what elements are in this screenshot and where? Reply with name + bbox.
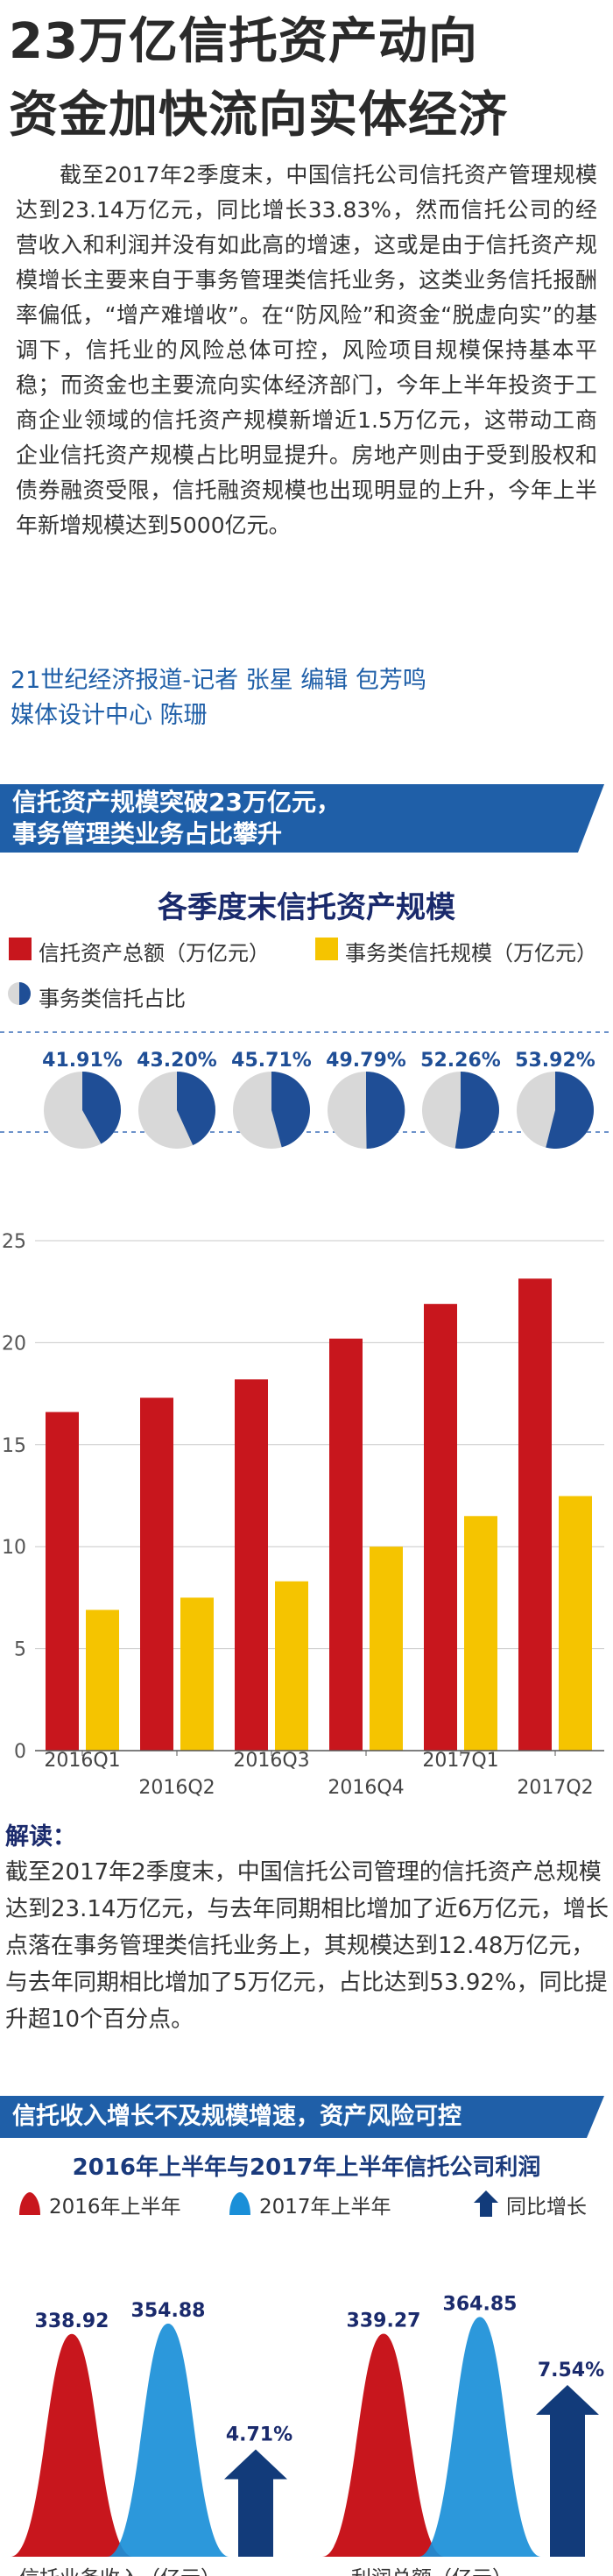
- pie-share-label: 52.26%: [420, 1050, 501, 1072]
- credits-reporters: 21世纪经济报道-记者 张星 编辑 包芳鸣: [11, 667, 426, 694]
- bell-value-label: 338.92: [35, 2311, 109, 2332]
- share-pies: 41.91% 43.20% 45.71% 49.79% 52.26% 53.92%: [42, 1050, 595, 1149]
- legend-label-2016: 2016年上半年: [49, 2196, 181, 2219]
- group-label: 利润总额（亿元）: [351, 2567, 512, 2576]
- pie-share-label: 49.79%: [326, 1050, 406, 1072]
- title-block: 23万亿信托资产动向 资金加快流向实体经济: [0, 0, 613, 153]
- growth-label: 4.71%: [226, 2424, 292, 2446]
- banner2-shape: [0, 2096, 604, 2138]
- section1-banner: 信托资产规模突破23万亿元， 事务管理类业务占比攀升: [0, 784, 604, 853]
- legend-label-growth: 同比增长: [506, 2196, 587, 2219]
- section2-banner: 信托收入增长不及规模增速，资产风险可控: [0, 2096, 604, 2138]
- bar-total-2017Q1: [424, 1304, 457, 1751]
- bar-affairs-2016Q4: [370, 1546, 403, 1751]
- y-tick-label: 15: [2, 1435, 26, 1457]
- main-title-line2: 资金加快流向实体经济: [9, 87, 508, 144]
- legend-swatch-affairs: [315, 938, 338, 960]
- main-title-line1: 23万亿信托资产动向: [9, 13, 478, 70]
- legend-swatch-growth: [474, 2190, 498, 2217]
- y-tick-labels: 0 5 10 15 20 25: [2, 1231, 26, 1763]
- pie-share-label: 41.91%: [42, 1050, 123, 1072]
- bar-total-2016Q1: [46, 1412, 79, 1751]
- chart1-title: 各季度末信托资产规模: [158, 890, 455, 925]
- bell-2016: [322, 2333, 445, 2557]
- bell-2017: [419, 2317, 541, 2557]
- legend-growth: 同比增长: [474, 2190, 587, 2219]
- legend-label-share: 事务类信托占比: [39, 987, 186, 1011]
- pie-share-label: 43.20%: [137, 1050, 217, 1072]
- growth-arrow: [224, 2449, 287, 2557]
- y-tick-label: 0: [14, 1741, 26, 1763]
- section1-banner-line1: 信托资产规模突破23万亿元，: [12, 788, 341, 817]
- legend-swatch-total: [9, 938, 32, 960]
- bell-value-label: 354.88: [131, 2300, 206, 2322]
- readout-body: 截至2017年2季度末，中国信托公司管理的信托资产总规模达到23.14万亿元，与…: [5, 1859, 609, 2033]
- bell-2017: [107, 2323, 229, 2557]
- chart2-svg: 2016年上半年 2017年上半年 同比增长 338.92 354.88 4.71%…: [11, 2190, 604, 2576]
- pie-share-2016Q1: [82, 1072, 122, 1144]
- bars: [46, 1278, 592, 1751]
- bar-total-2016Q2: [140, 1398, 173, 1751]
- bar-affairs-2016Q2: [180, 1597, 214, 1751]
- chart1-svg: 41.91% 43.20% 45.71% 49.79% 52.26% 53.92% 0 5 1…: [0, 1031, 613, 1799]
- credits: 21世纪经济报道-记者 张星 编辑 包芳鸣 媒体设计中心 陈珊: [11, 663, 606, 733]
- profit-groups: 338.92 354.88 4.71% 信托业务收入（亿元） 339.27 364.85 7…: [11, 2293, 604, 2576]
- section1-banner-line2: 事务管理类业务占比攀升: [12, 819, 283, 848]
- bell-value-label: 364.85: [443, 2293, 518, 2315]
- growth-label: 7.54%: [538, 2360, 604, 2381]
- legend-label-affairs: 事务类信托规模（万亿元）: [345, 941, 597, 966]
- legend-2016: 2016年上半年: [19, 2192, 181, 2219]
- x-tick-label: 2016Q4: [328, 1777, 404, 1799]
- pie-share-2016Q2: [177, 1072, 215, 1146]
- legend-swatch-2017: [229, 2192, 250, 2215]
- legend-swatch-2016: [19, 2192, 40, 2215]
- bar-affairs-2017Q2: [559, 1496, 592, 1751]
- y-tick-label: 5: [14, 1639, 26, 1661]
- y-tick-label: 25: [2, 1231, 26, 1253]
- intro-paragraph: 截至2017年2季度末，中国信托公司信托资产管理规模达到23.14万亿元，同比增…: [16, 162, 597, 538]
- pie-share-label: 45.71%: [231, 1050, 312, 1072]
- pie-share-2016Q4: [366, 1071, 405, 1149]
- x-tick-label: 2017Q2: [517, 1777, 593, 1799]
- bar-total-2016Q3: [235, 1379, 268, 1751]
- x-tick-label: 2016Q2: [138, 1777, 215, 1799]
- bar-total-2017Q2: [518, 1278, 552, 1751]
- legend-pie-icon: [8, 982, 31, 1005]
- group-label: 信托业务收入（亿元）: [19, 2567, 221, 2576]
- bell-value-label: 339.27: [347, 2311, 421, 2332]
- chart2-title: 2016年上半年与2017年上半年信托公司利润: [72, 2155, 541, 2181]
- section2-banner-text: 信托收入增长不及规模增速，资产风险可控: [12, 2103, 462, 2130]
- growth-arrow: [536, 2384, 599, 2557]
- legend-label-total: 信托资产总额（万亿元）: [39, 941, 270, 966]
- readout-title: 解读：: [5, 1823, 76, 1851]
- y-tick-label: 10: [2, 1537, 26, 1559]
- banner-shape: [0, 784, 604, 853]
- legend-2017: 2017年上半年: [229, 2192, 391, 2219]
- pie-share-2017Q1: [454, 1072, 499, 1149]
- bar-affairs-2016Q1: [86, 1610, 119, 1751]
- bar-affairs-2016Q3: [275, 1581, 308, 1751]
- pie-share-2017Q2: [546, 1072, 595, 1149]
- pie-share-label: 53.92%: [515, 1050, 595, 1072]
- credits-design: 媒体设计中心 陈珊: [11, 702, 208, 729]
- legend-label-2017: 2017年上半年: [259, 2196, 391, 2219]
- pie-share-2016Q3: [271, 1072, 310, 1148]
- bell-2016: [11, 2333, 133, 2557]
- bar-affairs-2017Q1: [464, 1516, 497, 1751]
- y-gridlines: [35, 1240, 604, 1650]
- bar-total-2016Q4: [329, 1338, 363, 1751]
- y-tick-label: 20: [2, 1333, 26, 1355]
